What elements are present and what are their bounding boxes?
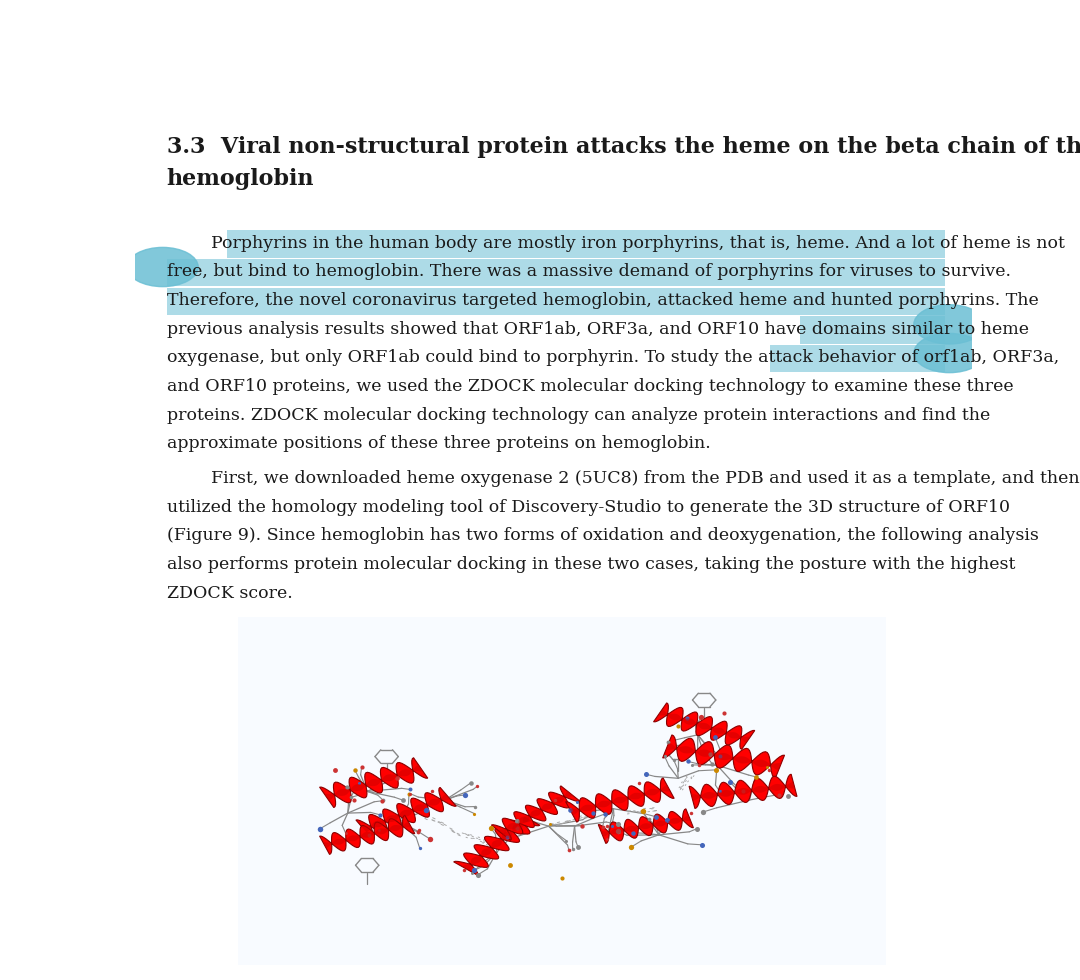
Polygon shape [325,764,422,801]
Text: approximate positions of these three proteins on hemoglobin.: approximate positions of these three pro… [166,435,711,453]
Text: utilized the homology modeling tool of Discovery-Studio to generate the 3D struc: utilized the homology modeling tool of D… [166,499,1010,515]
Polygon shape [663,735,784,778]
Text: Porphyrins in the human body are mostly iron porphyrins, that is, heme. And a lo: Porphyrins in the human body are mostly … [166,234,1065,252]
Polygon shape [454,811,540,875]
Polygon shape [566,778,674,822]
Text: Therefore, the novel coronavirus targeted hemoglobin, attacked heme and hunted p: Therefore, the novel coronavirus targete… [166,292,1039,309]
Polygon shape [691,782,795,801]
Text: and ORF10 proteins, we used the ZDOCK molecular docking technology to examine th: and ORF10 proteins, we used the ZDOCK mo… [166,378,1013,395]
Bar [770,345,945,372]
Text: ZDOCK score.: ZDOCK score. [166,585,293,602]
Ellipse shape [127,247,199,286]
Polygon shape [320,815,415,855]
Polygon shape [600,815,691,837]
Bar [166,287,945,315]
Text: proteins. ZDOCK molecular docking technology can analyze protein interactions an: proteins. ZDOCK molecular docking techno… [166,407,990,423]
Bar [166,259,945,286]
Polygon shape [689,774,797,808]
Polygon shape [356,787,456,839]
Polygon shape [498,791,573,835]
Text: First, we downloaded heme oxygenase 2 (5UC8) from the PDB and used it as a templ: First, we downloaded heme oxygenase 2 (5… [166,470,1079,487]
Bar [800,317,945,344]
Polygon shape [598,808,693,844]
Polygon shape [320,758,428,808]
Ellipse shape [914,305,985,344]
Polygon shape [653,703,755,750]
Text: (Figure 9). Since hemoglobin has two forms of oxidation and deoxygenation, the f: (Figure 9). Since hemoglobin has two for… [166,527,1039,544]
Polygon shape [658,710,751,743]
Ellipse shape [914,333,985,372]
Text: 3.3  Viral non-structural protein attacks the heme on the beta chain of the: 3.3 Viral non-structural protein attacks… [166,136,1080,159]
Text: free, but bind to hemoglobin. There was a massive demand of porphyrins for virus: free, but bind to hemoglobin. There was … [166,264,1011,280]
Text: hemoglobin: hemoglobin [166,169,314,190]
Polygon shape [491,786,580,840]
Text: also performs protein molecular docking in these two cases, taking the posture w: also performs protein molecular docking … [166,556,1015,573]
Text: previous analysis results showed that ORF1ab, ORF3a, and ORF10 have domains simi: previous analysis results showed that OR… [166,320,1029,337]
Text: oxygenase, but only ORF1ab could bind to porphyrin. To study the attack behavior: oxygenase, but only ORF1ab could bind to… [166,349,1059,367]
Bar [227,230,945,258]
Polygon shape [569,785,671,815]
Polygon shape [323,821,411,848]
Polygon shape [362,794,450,832]
Polygon shape [666,743,781,770]
Polygon shape [462,816,531,870]
